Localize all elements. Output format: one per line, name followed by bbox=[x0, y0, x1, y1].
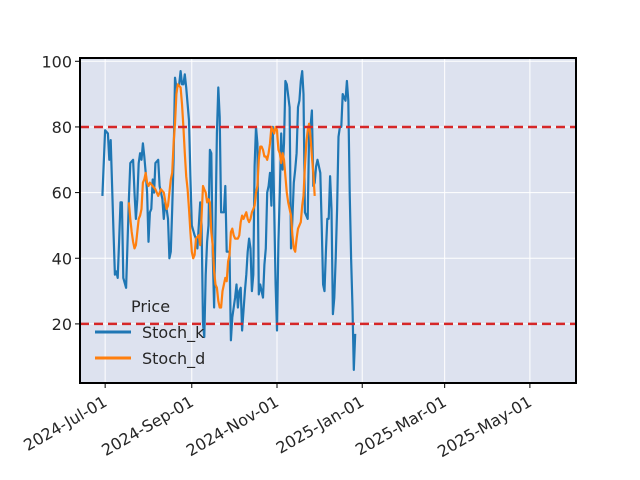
y-tick-label: 20 bbox=[52, 315, 72, 334]
y-tick-label: 80 bbox=[52, 118, 72, 137]
legend-label-stoch-k: Stoch_k bbox=[142, 323, 205, 343]
legend: Price Stoch_k Stoch_d bbox=[95, 297, 205, 369]
series-line-stoch-d bbox=[127, 83, 316, 309]
y-axis: 20 40 60 80 100 bbox=[41, 52, 80, 334]
legend-label-stoch-d: Stoch_d bbox=[142, 349, 205, 369]
y-tick-label: 40 bbox=[52, 249, 72, 268]
y-tick-label: 100 bbox=[41, 52, 72, 71]
y-tick-label: 60 bbox=[52, 184, 72, 203]
threshold-lines bbox=[80, 125, 576, 326]
series-line-stoch-k bbox=[101, 70, 357, 371]
plot-frame bbox=[79, 57, 577, 384]
legend-title: Price bbox=[131, 297, 170, 316]
series-layer bbox=[101, 70, 357, 371]
